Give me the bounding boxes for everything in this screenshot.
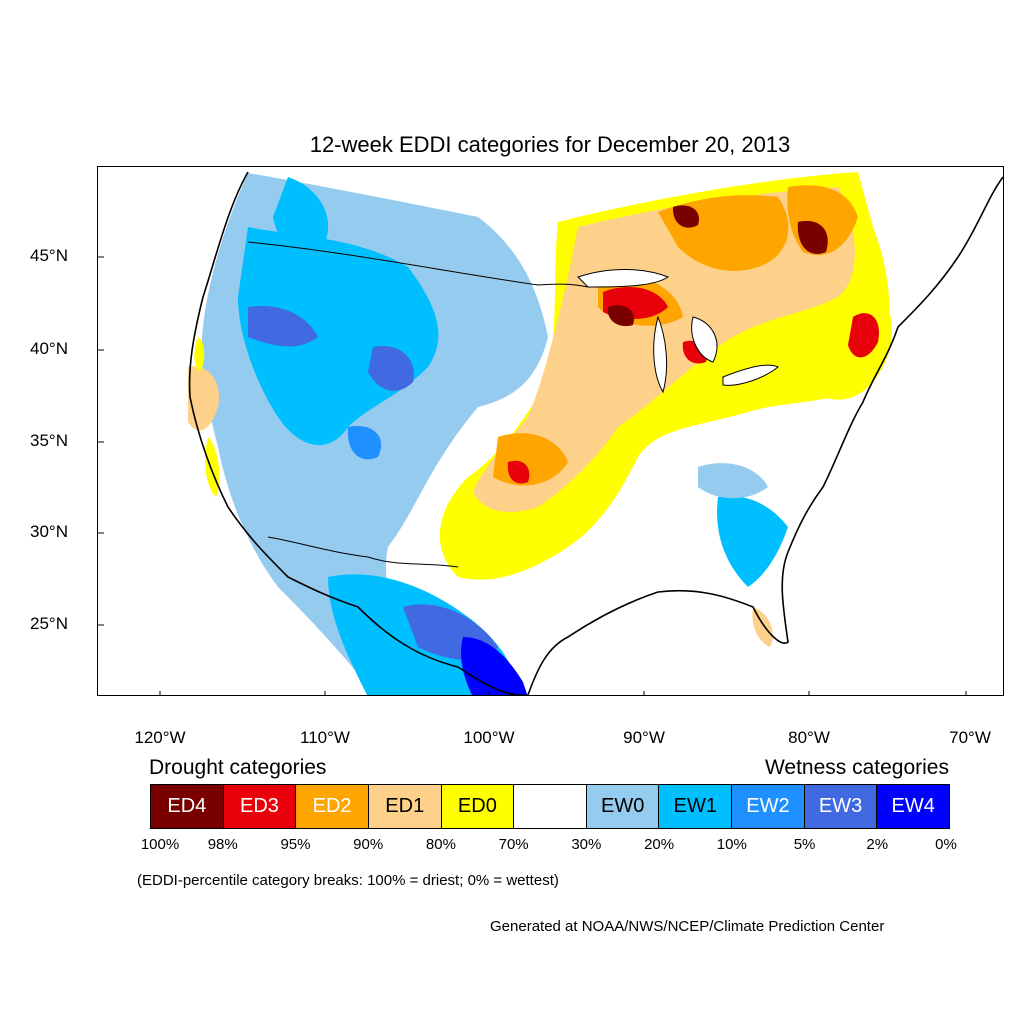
category-breaks-note: (EDDI-percentile category breaks: 100% =… — [137, 872, 559, 889]
wetness-categories-title: Wetness categories — [764, 756, 949, 779]
lon-tick-label: 80°W — [788, 728, 830, 747]
legend-cell-normal — [514, 785, 587, 828]
percentile-label: 30% — [571, 836, 602, 853]
lake-superior — [577, 269, 670, 288]
lake-huron — [691, 316, 718, 363]
lake-erie — [722, 364, 779, 386]
region-ew1 — [273, 177, 329, 253]
lake-michigan — [653, 315, 668, 394]
region-ew2 — [347, 426, 382, 460]
percentile-label: 98% — [207, 836, 238, 853]
region-ew1 — [717, 496, 788, 587]
lat-tick-label: 35°N — [30, 431, 68, 450]
legend-cell-ed0: ED0 — [441, 785, 515, 828]
drought-categories-title: Drought categories — [149, 756, 327, 779]
legend-cell-ed2: ED2 — [296, 785, 369, 828]
region-ew3 — [248, 306, 318, 347]
percentile-label: 70% — [498, 836, 529, 853]
legend-cell-ew1: EW1 — [659, 785, 733, 828]
country-outline — [188, 171, 1003, 695]
lat-tick-label: 30°N — [30, 522, 68, 541]
percentile-label: 20% — [644, 836, 675, 853]
region-ew4 — [461, 637, 528, 695]
lat-tick-label: 25°N — [30, 614, 68, 633]
region-ew1 — [238, 227, 439, 446]
eddi-map — [98, 167, 1003, 695]
percentile-label: 2% — [866, 836, 889, 853]
legend-cell-ed4: ED4 — [151, 785, 224, 828]
map-frame — [97, 166, 1004, 696]
legend-cell-ed1: ED1 — [368, 785, 442, 828]
percentile-label: 5% — [793, 836, 816, 853]
lon-tick-label: 90°W — [623, 728, 665, 747]
lon-tick-label: 110°W — [300, 728, 350, 747]
lat-tick-label: 40°N — [30, 339, 68, 358]
region-ed4 — [672, 205, 699, 228]
canada-border — [247, 241, 589, 288]
percentile-label: 80% — [425, 836, 456, 853]
percentile-label: 100% — [140, 836, 180, 853]
region-ed3 — [507, 460, 530, 484]
percentile-label: 95% — [280, 836, 311, 853]
region-ew3 — [368, 346, 414, 391]
percentile-label: 90% — [353, 836, 384, 853]
legend-cell-ew4: EW4 — [877, 785, 950, 828]
lat-axis: 45°N 40°N 35°N 30°N 25°N — [0, 0, 68, 1024]
lat-tick-label: 45°N — [30, 246, 68, 265]
lon-tick-label: 120°W — [134, 728, 186, 747]
region-ed3 — [848, 313, 879, 358]
map-title: 12-week EDDI categories for December 20,… — [309, 132, 791, 157]
legend-cell-ew2: EW2 — [732, 785, 805, 828]
lon-tick-label: 70°W — [949, 728, 991, 747]
legend-colorbar: ED4 ED3 ED2 ED1 ED0 EW0 EW1 EW2 EW3 EW4 — [150, 784, 950, 829]
legend-cell-ed3: ED3 — [223, 785, 297, 828]
mexico-border — [267, 536, 459, 568]
legend-cell-ew3: EW3 — [804, 785, 878, 828]
lon-tick-label: 100°W — [463, 728, 515, 747]
region-ed1 — [188, 366, 219, 431]
percentile-label: 10% — [716, 836, 747, 853]
percentile-label: 0% — [935, 836, 957, 853]
region-ed0 — [194, 337, 205, 372]
region-ed4 — [797, 220, 828, 254]
region-ed4 — [607, 305, 634, 327]
region-ew0 — [698, 463, 768, 499]
credit-text: Generated at NOAA/NWS/NCEP/Climate Predi… — [490, 918, 885, 935]
legend-cell-ew0: EW0 — [586, 785, 660, 828]
